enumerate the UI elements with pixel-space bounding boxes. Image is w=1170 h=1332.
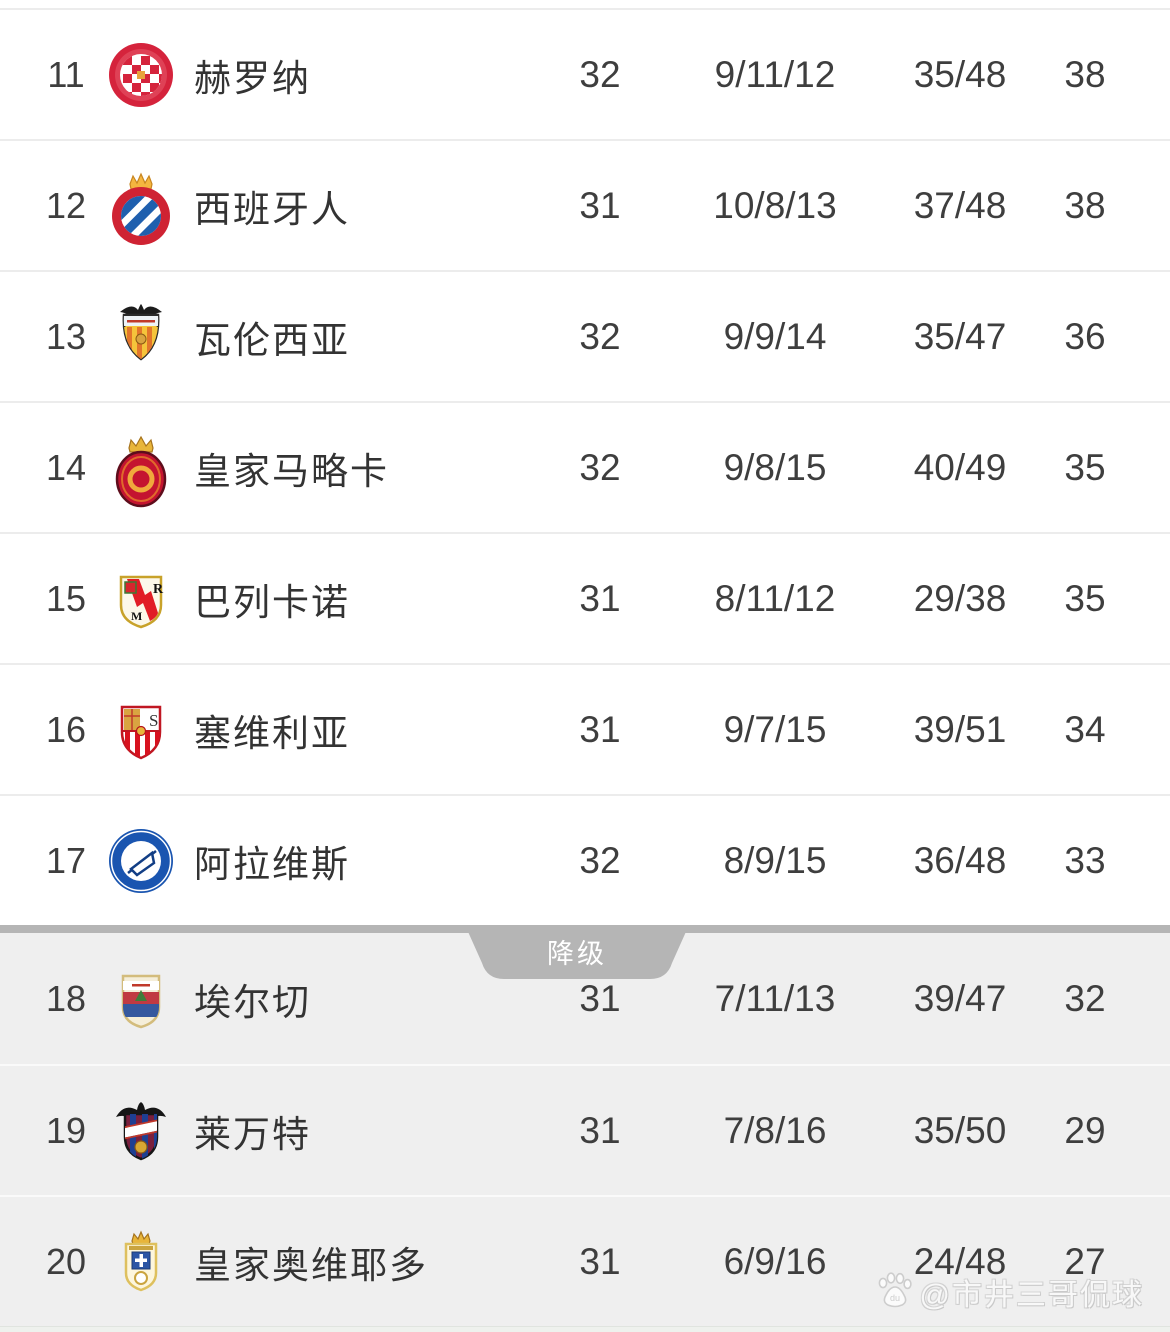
table-row[interactable]: 12 西班牙人 31 10/8/13 37/48 38 <box>0 139 1170 270</box>
standings-upper: 11 赫罗纳 32 9/11/12 35/48 38 12 西班 <box>0 8 1170 925</box>
team-name: 赫罗纳 <box>194 57 311 99</box>
sevilla-crest-icon: S <box>107 688 175 772</box>
team-name: 莱万特 <box>194 1113 311 1155</box>
table-row[interactable]: 19 莱万特 31 7/8/16 35/50 29 <box>0 1064 1170 1195</box>
win-draw-loss-record: 7/8/16 <box>723 1109 827 1151</box>
alaves-crest-icon <box>107 819 175 903</box>
matches-played: 32 <box>579 839 621 881</box>
elche-crest-icon <box>107 957 175 1041</box>
matches-played: 31 <box>579 708 621 750</box>
matches-played: 31 <box>579 577 621 619</box>
table-row[interactable]: 18 埃尔切 31 7/11/13 39/47 32 <box>0 933 1170 1064</box>
table-row[interactable]: 14 皇家马略卡 32 9/8/15 40/49 35 <box>0 401 1170 532</box>
team-name: 阿拉维斯 <box>194 843 350 885</box>
watermark: du @市井三哥侃球 <box>874 1270 1144 1314</box>
points-value: 35 <box>1064 577 1106 619</box>
svg-text:S: S <box>149 711 158 730</box>
team-name: 塞维利亚 <box>194 712 350 754</box>
espanyol-crest-icon <box>107 164 175 248</box>
rank-number: 11 <box>47 53 85 95</box>
rank-number: 17 <box>45 839 87 881</box>
matches-played: 31 <box>579 184 621 226</box>
goals-for-against: 39/47 <box>913 977 1007 1019</box>
goals-for-against: 35/47 <box>913 315 1007 357</box>
svg-text:R: R <box>153 582 164 597</box>
team-name: 皇家奥维耶多 <box>194 1244 428 1286</box>
goals-for-against: 35/48 <box>913 53 1007 95</box>
goals-for-against: 39/51 <box>913 708 1007 750</box>
table-row[interactable]: 13 瓦伦西亚 32 9/9/14 35/47 36 <box>0 270 1170 401</box>
points-value: 34 <box>1064 708 1106 750</box>
points-value: 33 <box>1064 839 1106 881</box>
rank-number: 14 <box>45 446 87 488</box>
standings-lower: 18 埃尔切 31 7/11/13 39/47 32 19 <box>0 933 1170 1326</box>
levante-crest-icon <box>107 1089 175 1173</box>
points-value: 29 <box>1064 1109 1106 1151</box>
rank-number: 20 <box>45 1240 87 1282</box>
goals-for-against: 29/38 <box>913 577 1007 619</box>
rank-number: 16 <box>45 708 87 750</box>
win-draw-loss-record: 10/8/13 <box>713 184 837 226</box>
svg-text:M: M <box>131 609 142 623</box>
real-oviedo-crest-icon <box>107 1220 175 1304</box>
rank-number: 12 <box>45 184 87 226</box>
matches-played: 31 <box>579 1109 621 1151</box>
matches-played: 32 <box>579 315 621 357</box>
points-value: 36 <box>1064 315 1106 357</box>
rank-number: 13 <box>45 315 87 357</box>
team-name: 皇家马略卡 <box>194 450 389 492</box>
team-name: 巴列卡诺 <box>194 581 350 623</box>
relegation-tab: 降级 <box>465 925 689 979</box>
team-name: 埃尔切 <box>194 981 311 1023</box>
matches-played: 32 <box>579 53 621 95</box>
table-row[interactable]: 15 R M 巴列卡诺 31 8/11/12 29/38 35 <box>0 532 1170 663</box>
win-draw-loss-record: 9/11/12 <box>714 53 836 95</box>
valencia-crest-icon <box>107 295 175 379</box>
win-draw-loss-record: 8/11/12 <box>714 577 836 619</box>
points-value: 38 <box>1064 184 1106 226</box>
goals-for-against: 37/48 <box>913 184 1007 226</box>
rank-number: 15 <box>45 577 87 619</box>
table-row[interactable]: 20 皇家奥维耶多 31 6/9/16 24/48 27 <box>0 1195 1170 1326</box>
bottom-strip <box>0 1326 1170 1332</box>
win-draw-loss-record: 9/9/14 <box>723 315 827 357</box>
table-row[interactable]: 16 S 塞维利亚 31 9/7/15 39/51 34 <box>0 663 1170 794</box>
rayo-vallecano-crest-icon: R M <box>107 557 175 641</box>
team-name: 西班牙人 <box>194 188 350 230</box>
goals-for-against: 35/50 <box>913 1109 1007 1151</box>
points-value: 32 <box>1064 977 1106 1019</box>
goals-for-against: 36/48 <box>913 839 1007 881</box>
points-value: 27 <box>1064 1240 1106 1282</box>
win-draw-loss-record: 7/11/13 <box>714 977 836 1019</box>
win-draw-loss-record: 9/7/15 <box>723 708 827 750</box>
table-row[interactable]: 17 阿拉维斯 32 8/9/15 36/48 33 <box>0 794 1170 925</box>
relegation-tab-shape <box>465 925 689 979</box>
watermark-handle: @市井三哥侃球 <box>919 1279 1144 1312</box>
table-row[interactable]: 11 赫罗纳 32 9/11/12 35/48 38 <box>0 8 1170 139</box>
win-draw-loss-record: 9/8/15 <box>723 446 827 488</box>
win-draw-loss-record: 6/9/16 <box>723 1240 827 1282</box>
girona-crest-icon <box>107 33 175 117</box>
points-value: 35 <box>1064 446 1106 488</box>
win-draw-loss-record: 8/9/15 <box>723 839 827 881</box>
relegation-divider: 降级 <box>0 925 1170 979</box>
matches-played: 32 <box>579 446 621 488</box>
team-name: 瓦伦西亚 <box>194 319 350 361</box>
goals-for-against: 24/48 <box>913 1240 1007 1282</box>
rank-number: 18 <box>45 977 87 1019</box>
goals-for-against: 40/49 <box>913 446 1007 488</box>
matches-played: 31 <box>579 977 621 1019</box>
baidu-paw-icon: du <box>874 1271 914 1314</box>
svg-text:du: du <box>890 1293 900 1303</box>
mallorca-crest-icon <box>107 426 175 510</box>
matches-played: 31 <box>579 1240 621 1282</box>
relegation-label: 降级 <box>547 939 607 969</box>
rank-number: 19 <box>45 1109 87 1151</box>
points-value: 38 <box>1064 53 1106 95</box>
